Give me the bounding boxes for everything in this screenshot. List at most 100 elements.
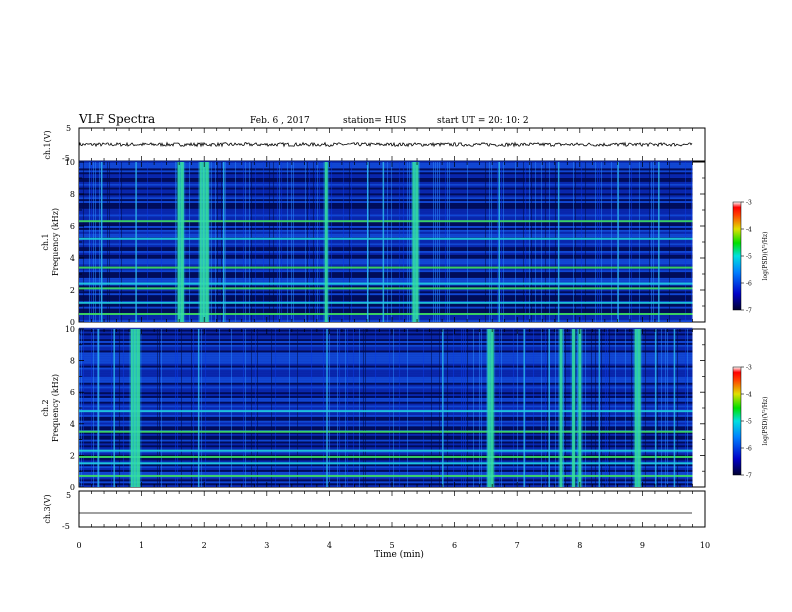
spectrogram-column: [339, 329, 340, 487]
burst: [205, 162, 209, 322]
spectrogram-column: [591, 329, 592, 487]
spectrogram-column: [615, 329, 616, 487]
frequency-line: [79, 462, 693, 465]
spectrogram-column: [575, 162, 576, 322]
spectrogram-band: [79, 441, 693, 444]
spectrogram-band: [79, 293, 693, 296]
spectrogram-band: [79, 418, 693, 421]
spectrogram-column: [631, 162, 632, 322]
spectrogram-band: [79, 252, 693, 255]
spectrogram-column: [625, 329, 626, 487]
spectrogram-column: [221, 162, 222, 322]
spectrogram-column: [439, 162, 440, 322]
x-tick-labels: 0 1 2 3 4 5 6 7 8 9 10: [76, 541, 710, 550]
frequency-line: [79, 282, 693, 285]
spectrogram-column: [661, 329, 662, 487]
spectrogram-band: [79, 202, 693, 205]
spectrogram-column: [585, 329, 586, 487]
spectrogram-column: [293, 162, 294, 322]
spectrogram-band: [79, 445, 693, 448]
spectrogram-band: [79, 298, 693, 301]
spectrogram-band: [79, 227, 693, 230]
spectrogram-band: [79, 384, 693, 387]
spectrogram-column: [91, 329, 92, 487]
station-label: station= HUS: [343, 116, 406, 126]
spectrogram-column: [359, 329, 360, 487]
ch3-ytick-bottom: -5: [62, 522, 70, 531]
burst-line: [598, 329, 601, 487]
spectrogram-band: [79, 160, 693, 163]
ch2-spectrogram-panel: 0 2 4 6 8 10 ch.2 Frequency (kHz): [41, 325, 706, 492]
spectrogram-column: [563, 329, 564, 487]
frequency-line: [79, 410, 693, 413]
burst-halo: [179, 162, 186, 322]
spectrogram-band: [79, 185, 693, 188]
frequency-line: [79, 455, 693, 458]
spectrogram-column: [541, 162, 542, 322]
spectrogram-band: [79, 197, 693, 200]
spectrogram-column: [83, 329, 84, 487]
spectrogram-column: [147, 162, 148, 322]
spectrogram-band: [79, 204, 693, 207]
burst-line: [658, 162, 660, 322]
spectrogram-column: [501, 162, 502, 322]
burst-line: [673, 329, 676, 487]
burst-line: [97, 329, 100, 487]
colorbar-tick-label: -4: [746, 227, 752, 234]
colorbar-tick-label: -6: [746, 281, 752, 288]
spectrogram-band: [79, 346, 693, 349]
spectrogram-column: [277, 162, 278, 322]
spectrogram-band: [79, 382, 693, 385]
spectrogram-column: [531, 162, 532, 322]
spectrogram-column: [403, 162, 404, 322]
spectrogram-column: [607, 329, 608, 487]
spectrogram-column: [245, 329, 246, 487]
spectrogram-column: [515, 162, 516, 322]
burst-line: [498, 162, 500, 322]
spectrogram-column: [609, 329, 610, 487]
x-axis-label: Time (min): [374, 549, 424, 560]
spectrogram-band: [79, 295, 693, 298]
frequency-line: [79, 287, 693, 290]
spectrogram-column: [307, 162, 308, 322]
spectrogram-band: [79, 350, 693, 353]
frequency-line: [79, 313, 693, 315]
spectrogram-column: [375, 329, 376, 487]
spectrogram-column: [363, 329, 364, 487]
spectrogram-band: [79, 193, 693, 196]
spectrogram-band: [79, 166, 693, 169]
spectrogram-band: [79, 229, 693, 232]
spectrogram-band: [79, 471, 693, 474]
y-tick-label: 10: [65, 158, 75, 167]
spectrogram-column: [445, 162, 446, 322]
burst-halo: [486, 329, 493, 487]
burst: [180, 162, 184, 322]
ch1-waveform-ticks: [78, 128, 706, 161]
burst: [572, 329, 576, 487]
burst-halo: [198, 162, 205, 322]
spectrogram-column: [499, 329, 500, 487]
ch2-spec-ylabel-freq: Frequency (kHz): [51, 374, 60, 442]
spectrogram-band: [79, 356, 693, 359]
spectrogram-column: [243, 162, 244, 322]
spectrogram-band: [79, 291, 693, 294]
spectrogram-column: [545, 329, 546, 487]
spectrogram-column: [525, 162, 526, 322]
burst: [177, 162, 181, 322]
spectrogram-column: [275, 329, 276, 487]
spectrogram-column: [83, 162, 84, 322]
spectrogram-column: [175, 329, 176, 487]
frequency-line: [79, 220, 693, 223]
spectrogram-column: [251, 329, 252, 487]
spectrogram-band: [79, 458, 693, 461]
burst: [487, 329, 491, 487]
spectrogram-band: [79, 224, 693, 226]
frequency-line: [79, 237, 693, 240]
spectrogram-band: [79, 214, 693, 217]
spectrogram-band: [79, 210, 693, 213]
spectrogram-band: [79, 344, 693, 347]
burst-line: [100, 162, 103, 322]
spectrogram-column: [319, 162, 320, 322]
ch2-colorbar-label: log(PSD)(V²/Hz): [762, 397, 769, 446]
spectrogram-band: [79, 176, 693, 178]
